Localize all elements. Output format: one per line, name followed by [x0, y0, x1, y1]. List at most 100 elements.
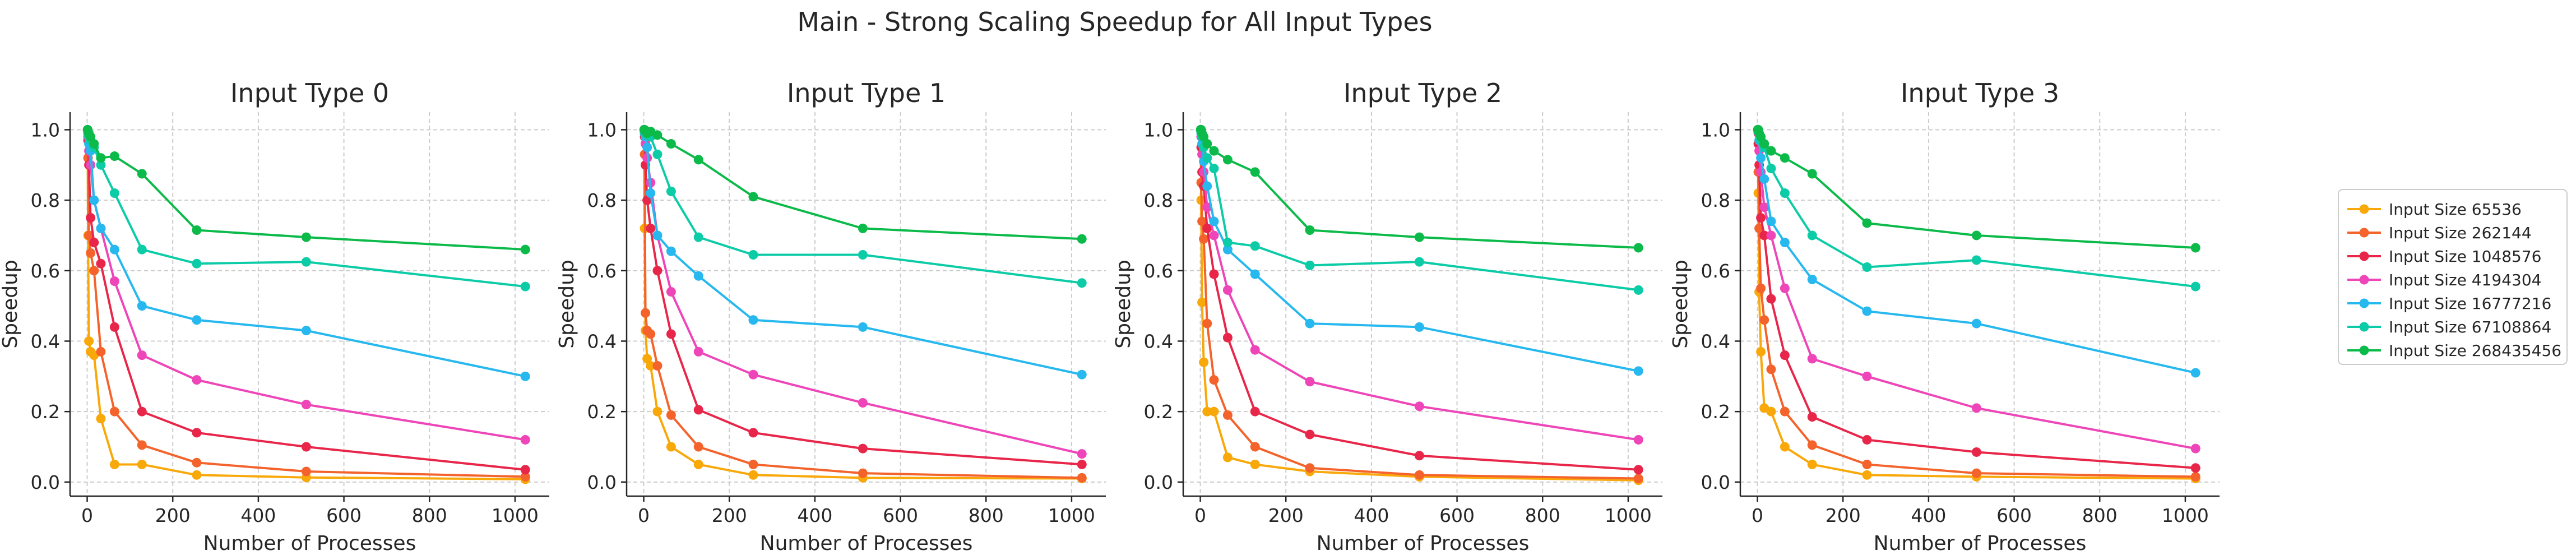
y-tick-label: 0.0 — [587, 471, 617, 493]
legend-marker — [2359, 275, 2369, 285]
series-4 — [1196, 124, 1643, 376]
x-tick-label: 0 — [638, 505, 650, 526]
legend-label: Input Size 268435456 — [2389, 341, 2561, 360]
data-point — [646, 188, 656, 198]
legend-item: Input Size 262144 — [2347, 224, 2532, 242]
data-point — [1202, 153, 1212, 163]
x-tick-label: 400 — [797, 505, 832, 526]
data-point — [646, 360, 656, 371]
subplot-input-type-3: 0 200 400 600 800 1000 0.0 0.2 0.4 0.6 0.8 1.0 Input… — [1669, 78, 2220, 555]
y-tick-label: 0.6 — [1144, 260, 1173, 282]
data-point — [1633, 434, 1643, 445]
data-point — [1250, 241, 1260, 251]
data-point — [1759, 230, 1769, 240]
y-tick-label: 0.6 — [587, 260, 617, 282]
data-point — [1756, 153, 1766, 163]
y-axis-label: Speedup — [555, 260, 578, 349]
series-5 — [1753, 124, 2200, 292]
data-point — [748, 428, 758, 438]
series-5 — [1196, 124, 1643, 295]
y-tick-label: 0.4 — [587, 330, 617, 352]
data-point — [646, 223, 656, 233]
series-4 — [1753, 124, 2200, 378]
data-point — [1250, 406, 1260, 417]
series-line — [643, 129, 1082, 284]
data-point — [1766, 406, 1776, 417]
y-tick-label: 0.4 — [31, 330, 60, 352]
data-point — [1305, 318, 1315, 329]
data-point — [1197, 297, 1207, 307]
series-1 — [82, 124, 530, 482]
data-point — [1766, 164, 1776, 174]
series-line — [86, 130, 526, 480]
data-point — [1305, 429, 1315, 440]
x-tick-label: 800 — [412, 505, 447, 526]
data-point — [1202, 202, 1212, 212]
data-point — [642, 142, 652, 152]
y-tick-label: 0.4 — [1144, 330, 1173, 352]
data-point — [1305, 225, 1315, 235]
data-point — [1209, 269, 1219, 279]
series-line — [643, 130, 1082, 479]
subplot-title: Input Type 1 — [787, 78, 946, 108]
y-tick-label: 0.2 — [587, 401, 617, 423]
series-2 — [82, 124, 530, 475]
series-line — [643, 130, 1082, 480]
x-tick-label: 200 — [155, 505, 191, 526]
data-point — [666, 139, 676, 149]
data-point — [1250, 269, 1260, 279]
data-point — [1780, 442, 1790, 452]
legend-label: Input Size 4194304 — [2389, 271, 2541, 289]
data-point — [109, 276, 119, 286]
data-point — [109, 322, 119, 332]
x-tick-label: 1000 — [2162, 505, 2209, 526]
data-point — [1971, 230, 1981, 240]
legend-item: Input Size 16777216 — [2347, 294, 2551, 313]
subplot-input-type-0: 0 200 400 600 800 1000 0.0 0.2 0.4 0.6 0.8 1.0 Input… — [0, 78, 549, 555]
data-point — [858, 223, 868, 233]
y-axis-label: Speedup — [0, 260, 22, 349]
data-point — [693, 271, 703, 281]
x-axis-label: Number of Processes — [203, 532, 416, 555]
series-0 — [1753, 124, 2200, 484]
data-point — [1971, 447, 1981, 457]
data-point — [858, 397, 868, 408]
data-point — [96, 160, 106, 170]
data-point — [1250, 442, 1260, 452]
series-line — [1199, 130, 1639, 480]
y-tick-label: 0.0 — [1701, 471, 1730, 493]
data-point — [520, 471, 530, 482]
data-point — [1756, 283, 1766, 293]
series-line — [86, 130, 526, 441]
x-tick-label: 600 — [1996, 505, 2032, 526]
data-point — [748, 470, 758, 480]
data-point — [1971, 318, 1981, 329]
data-point — [2190, 281, 2200, 292]
data-point — [652, 266, 662, 276]
x-tick-label: 600 — [883, 505, 918, 526]
series-line — [1757, 130, 2196, 469]
data-point — [301, 466, 311, 477]
series-3 — [1753, 124, 2200, 454]
data-point — [693, 155, 703, 165]
data-point — [301, 400, 311, 410]
y-tick-label: 0.8 — [1144, 189, 1173, 211]
data-point — [301, 257, 311, 267]
legend: Input Size 65536 Input Size 262144 Input S… — [2338, 189, 2568, 365]
x-tick-label: 800 — [1525, 505, 1560, 526]
data-point — [1766, 146, 1776, 156]
data-point — [693, 442, 703, 452]
data-point — [1807, 440, 1817, 450]
data-point — [1305, 377, 1315, 387]
data-point — [1077, 234, 1087, 244]
series-2 — [1196, 124, 1643, 475]
data-point — [86, 248, 96, 258]
data-point — [89, 266, 99, 276]
data-point — [1199, 234, 1209, 244]
y-tick-label: 0.0 — [31, 471, 60, 493]
data-point — [520, 281, 530, 292]
data-point — [1807, 459, 1817, 469]
series-6 — [1753, 124, 2200, 253]
subplot-title: Input Type 0 — [230, 78, 389, 108]
